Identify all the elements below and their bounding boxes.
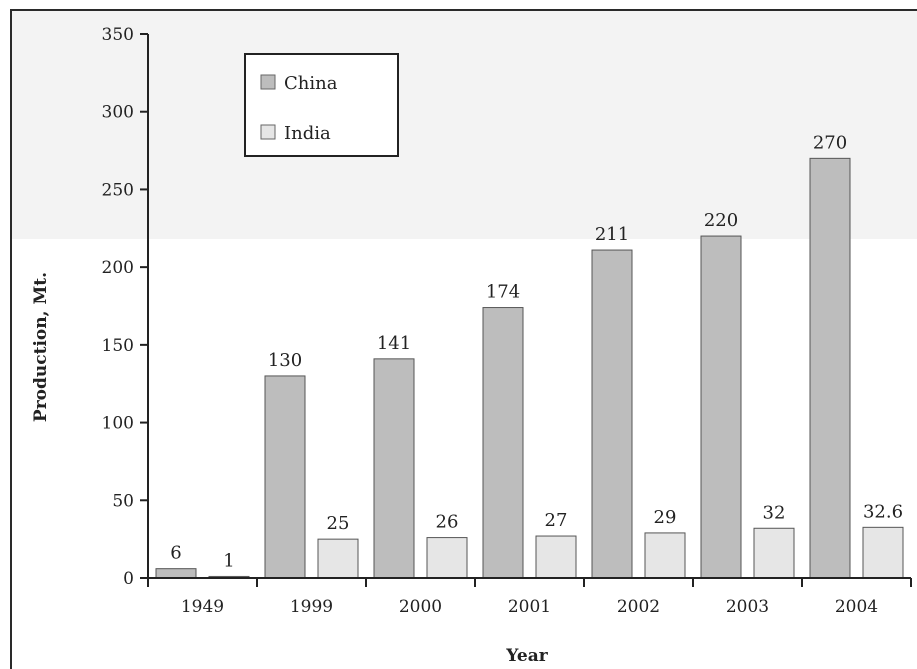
data-label-china-2004: 270 (813, 132, 847, 153)
bar-china-2003 (700, 235, 742, 579)
x-tick-label-2001: 2001 (508, 597, 551, 617)
axes-group: 1949 1999 2000 2001 2002 2003 2004050100150200… (102, 25, 912, 617)
bar-china-2002 (591, 249, 633, 579)
y-tick-label-350: 350 (102, 25, 134, 45)
x-tick-label-2002: 2002 (617, 597, 660, 617)
y-tick-label-200: 200 (102, 258, 134, 278)
x-tick-label-1949: 1949 (181, 597, 224, 617)
x-axis-title: Year (505, 646, 548, 666)
data-label-china-2000: 141 (377, 333, 411, 354)
y-tick-label-100: 100 (102, 414, 134, 434)
x-tick-label-2003: 2003 (726, 597, 769, 617)
bar-india-2001 (535, 535, 577, 579)
bar-china-2004 (809, 157, 851, 579)
legend-label-india: India (284, 123, 331, 144)
data-label-india-2000: 26 (436, 512, 459, 533)
data-label-india-2001: 27 (545, 510, 568, 531)
x-tick-label-2000: 2000 (399, 597, 442, 617)
bars-group (155, 157, 904, 579)
bar-china-2000 (373, 358, 415, 579)
data-labels-group: 6 1 130 25 141 26 174 27 211 29 220 32 270 32.6 (170, 132, 903, 571)
x-tick-label-2004: 2004 (835, 597, 878, 617)
bar-china-1949 (155, 568, 197, 579)
bar-india-2003 (753, 527, 795, 579)
y-tick-label-300: 300 (102, 103, 134, 123)
bar-china-2001 (482, 307, 524, 579)
y-tick-label-250: 250 (102, 180, 134, 200)
data-label-india-2003: 32 (763, 502, 786, 523)
bar-china-1999 (264, 375, 306, 579)
data-label-india-2004: 32.6 (863, 501, 903, 522)
bar-india-1999 (317, 538, 359, 579)
bar-india-2002 (644, 532, 686, 579)
legend-swatch-india (260, 124, 276, 140)
data-label-china-1999: 130 (268, 350, 302, 371)
y-tick-label-150: 150 (102, 336, 134, 356)
data-label-china-2003: 220 (704, 210, 738, 231)
data-label-china-2001: 174 (486, 282, 520, 303)
data-label-india-1949: 1 (223, 550, 234, 571)
data-label-india-2002: 29 (654, 507, 677, 528)
data-label-china-1949: 6 (170, 543, 181, 564)
legend-label-china: China (284, 73, 338, 94)
data-label-india-1999: 25 (327, 513, 350, 534)
bar-india-2000 (426, 537, 468, 579)
legend-swatch-china (260, 74, 276, 90)
y-tick-label-50: 50 (112, 491, 134, 511)
y-axis-title: Production, Mt. (31, 272, 51, 422)
y-tick-label-0: 0 (123, 569, 134, 589)
legend: China India (244, 53, 399, 157)
bar-india-2004 (862, 526, 904, 579)
x-tick-label-1999: 1999 (290, 597, 333, 617)
data-label-china-2002: 211 (595, 224, 629, 245)
